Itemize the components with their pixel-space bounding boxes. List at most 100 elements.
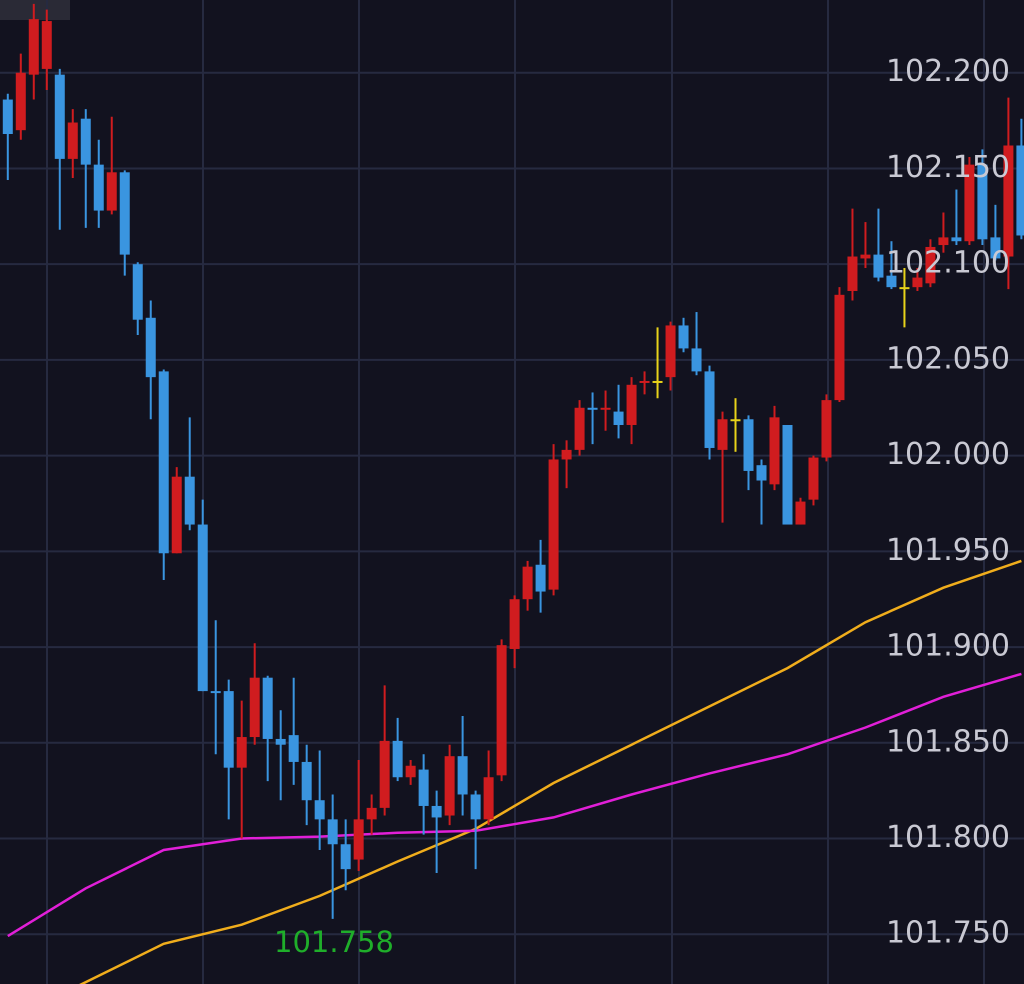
candle-body <box>444 756 455 816</box>
candle-body <box>821 400 832 458</box>
candle-body <box>951 237 962 242</box>
candle <box>249 643 260 745</box>
candle-body <box>327 819 338 845</box>
candle <box>106 116 117 215</box>
y-tick-label: 101.900 <box>886 629 1010 664</box>
candle <box>28 3 39 100</box>
candle-body <box>626 384 637 425</box>
candle <box>860 222 871 269</box>
candle-body <box>808 457 819 500</box>
candle-body <box>561 449 572 460</box>
candle <box>899 268 910 328</box>
candle-body <box>990 237 1001 259</box>
candle <box>509 595 520 669</box>
candle-body <box>2 99 13 135</box>
candle <box>418 754 429 835</box>
candle <box>561 440 572 489</box>
candle-body <box>548 459 559 590</box>
candle <box>925 239 936 288</box>
candle-body <box>834 294 845 401</box>
candle-body <box>899 287 910 290</box>
candle-body <box>782 424 793 525</box>
candle <box>470 790 481 870</box>
candle-body <box>1016 145 1024 236</box>
y-tick-label: 102.050 <box>886 341 1010 376</box>
candle-body <box>535 564 546 592</box>
candle-body <box>106 172 117 211</box>
candle <box>301 744 312 826</box>
candle-body <box>483 777 494 820</box>
candle-body <box>119 172 130 255</box>
candle-body <box>15 72 26 131</box>
candle-body <box>353 819 364 860</box>
candle-body <box>54 74 65 159</box>
candle <box>782 424 793 525</box>
candle-body <box>925 246 936 284</box>
candle-body <box>418 769 429 806</box>
candle-body <box>964 164 975 242</box>
candle-body <box>405 765 416 778</box>
candle <box>665 321 676 391</box>
candle <box>119 170 130 276</box>
candle <box>158 369 169 581</box>
candle-body <box>379 740 390 808</box>
candle <box>262 675 273 782</box>
candle-body <box>717 419 728 450</box>
candle <box>197 499 208 692</box>
candle-body <box>392 740 403 778</box>
candle-body <box>184 476 195 525</box>
candle-body <box>249 677 260 738</box>
candle <box>769 405 780 491</box>
candle <box>54 68 65 230</box>
candle <box>1003 97 1014 290</box>
candle <box>717 411 728 523</box>
candle-body <box>847 256 858 291</box>
candle <box>964 156 975 246</box>
y-tick-label: 101.950 <box>886 533 1010 568</box>
candle <box>93 139 104 228</box>
candle-body <box>574 407 585 450</box>
candle <box>821 394 832 462</box>
candle-body <box>860 254 871 259</box>
candle-body <box>301 761 312 801</box>
candle <box>704 365 715 460</box>
y-tick-label: 102.150 <box>886 150 1010 185</box>
candle-body <box>639 380 650 383</box>
candle-body <box>93 164 104 211</box>
candle-body <box>158 371 169 554</box>
candle <box>457 715 468 816</box>
candle-body <box>80 118 91 165</box>
candle-body <box>730 419 741 422</box>
candle <box>483 750 494 826</box>
candle <box>288 677 299 785</box>
candle <box>171 467 182 554</box>
candle-body <box>236 737 247 768</box>
candle <box>184 417 195 531</box>
candle-body <box>223 691 234 768</box>
candle-body <box>314 800 325 820</box>
candle-body <box>262 677 273 739</box>
candle <box>353 760 364 872</box>
candle <box>145 300 156 420</box>
candle <box>67 109 78 179</box>
y-tick-label: 101.750 <box>886 916 1010 951</box>
candle <box>600 390 611 431</box>
candle <box>912 268 923 291</box>
candle <box>80 109 91 228</box>
candle-body <box>795 501 806 525</box>
candle <box>327 794 338 919</box>
candle <box>938 212 949 253</box>
candle-body <box>912 277 923 288</box>
candle <box>132 262 143 336</box>
candle-body <box>873 254 884 278</box>
candle <box>314 750 325 850</box>
candle-body <box>691 348 702 372</box>
moving-average-line <box>79 559 1022 984</box>
candle-body <box>431 805 442 818</box>
candle <box>977 149 988 246</box>
candle-body <box>665 325 676 378</box>
candle <box>652 327 663 399</box>
candle <box>431 790 442 873</box>
candle-body <box>652 380 663 383</box>
